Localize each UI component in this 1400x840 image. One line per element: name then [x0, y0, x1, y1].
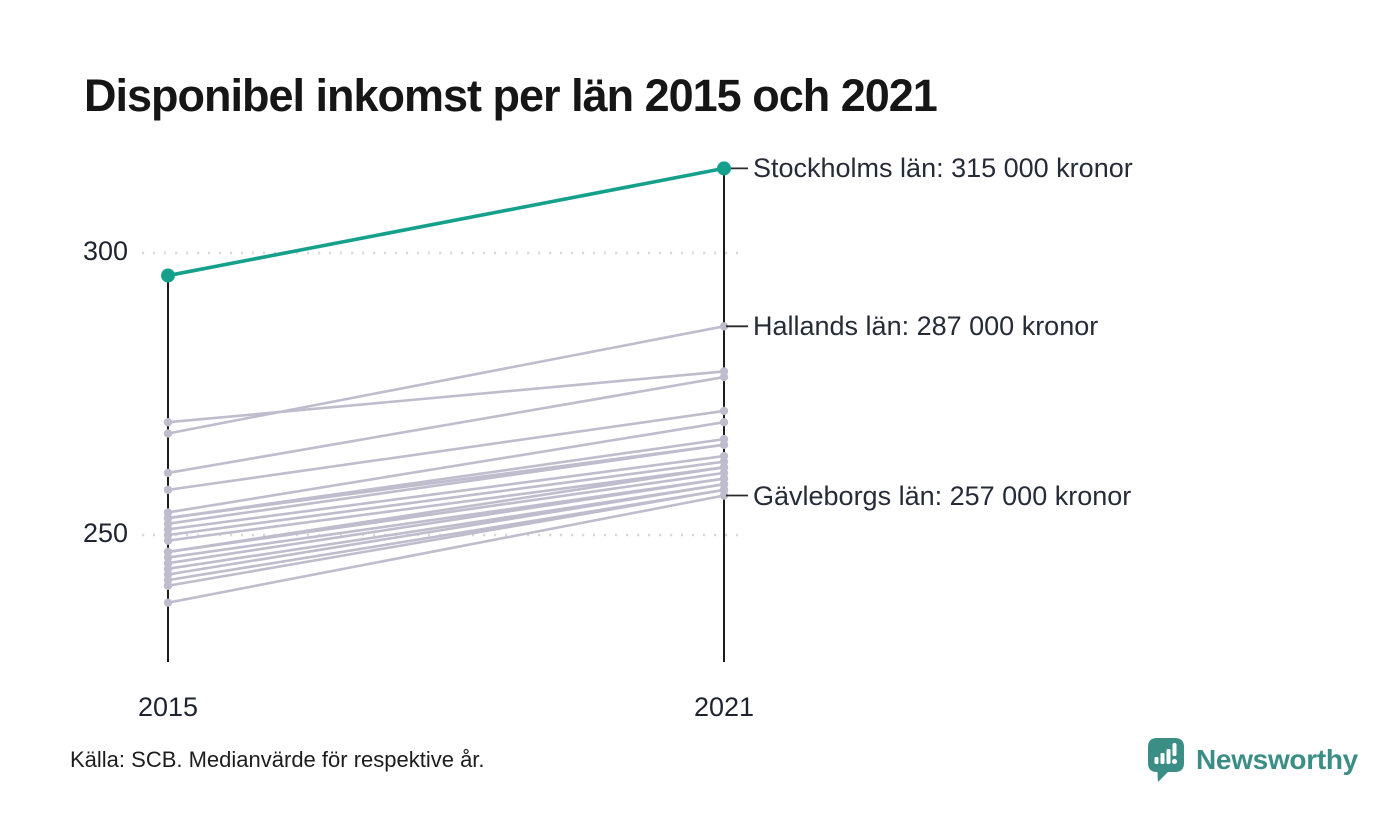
annotation-gavleborg: Gävleborgs län: 257 000 kronor	[753, 480, 1132, 511]
highlight-point-2015	[161, 268, 175, 283]
county-point-2015	[163, 418, 173, 427]
annotation-halland: Hallands län: 287 000 kronor	[753, 311, 1099, 342]
county-point-2021	[719, 322, 729, 331]
county-line	[167, 325, 725, 435]
county-line	[167, 420, 725, 514]
county-point-2015	[163, 598, 173, 607]
x-axis-label-2015: 2015	[137, 692, 199, 722]
highlight-line	[167, 166, 725, 278]
x-axis-label-2021: 2021	[693, 692, 755, 722]
county-line	[167, 409, 725, 492]
newsworthy-wordmark: Newsworthy	[1196, 744, 1358, 775]
county-line	[167, 477, 725, 565]
county-point-2021	[719, 406, 729, 416]
county-point-2021	[719, 418, 729, 427]
y-axis-tick-250: 250	[82, 518, 128, 548]
county-point-2015	[163, 485, 173, 495]
county-line	[167, 454, 725, 531]
chart-title: Disponibel inkomst per län 2015 och 2021	[84, 70, 938, 121]
county-line	[167, 375, 725, 475]
county-point-2015	[163, 581, 173, 590]
county-line	[167, 471, 725, 554]
county-line	[167, 460, 725, 537]
county-line	[167, 466, 725, 542]
source-note: Källa: SCB. Medianvärde för respektive å…	[70, 747, 485, 772]
county-line	[167, 488, 725, 588]
county-point-2021	[719, 372, 729, 382]
county-point-2021	[719, 491, 729, 500]
county-point-2015	[163, 536, 173, 545]
county-line	[167, 370, 725, 424]
county-point-2015	[163, 429, 173, 438]
annotation-stockholm: Stockholms län: 315 000 kronor	[753, 153, 1133, 184]
y-axis-tick-300: 300	[82, 236, 128, 266]
newsworthy-logo: Newsworthy	[1146, 736, 1358, 784]
county-line	[167, 482, 725, 576]
newsworthy-pin-barchart-icon	[1148, 738, 1184, 782]
county-line	[167, 443, 725, 526]
county-point-2021	[719, 440, 729, 449]
county-line	[167, 494, 725, 604]
county-point-2015	[163, 468, 173, 478]
highlight-point-2021	[717, 161, 731, 176]
